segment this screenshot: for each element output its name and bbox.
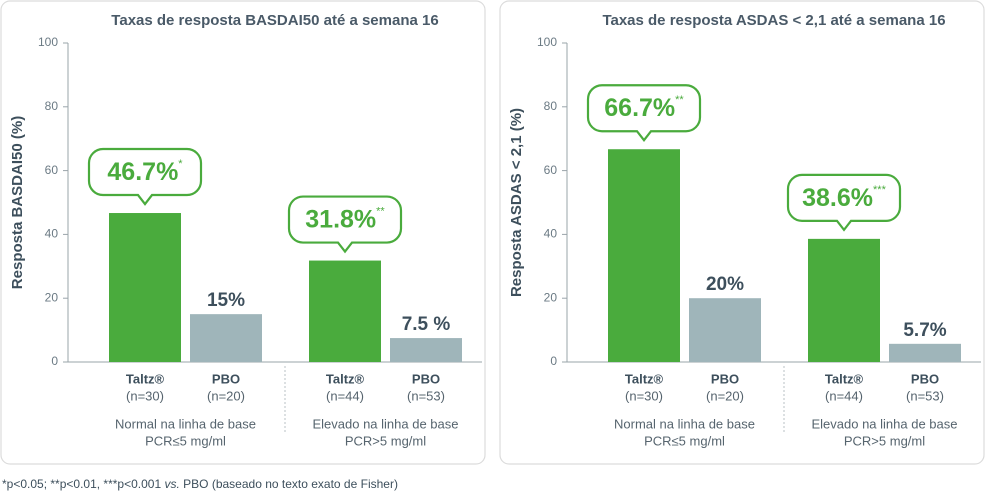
n-label: (n=53)	[407, 388, 445, 403]
callout-box	[586, 84, 702, 143]
group-label: Elevado na linha de base	[811, 416, 957, 431]
bar	[190, 314, 262, 362]
y-tick-label: 100	[38, 35, 58, 49]
y-tick-label: 0	[550, 354, 557, 368]
bar	[390, 338, 462, 362]
panel	[499, 0, 985, 465]
y-tick-label: 40	[544, 227, 558, 241]
y-tick-label: 60	[45, 163, 59, 177]
bar	[808, 238, 880, 362]
group-label: PCR>5 mg/ml	[844, 433, 925, 448]
series-label: Taltz®	[126, 371, 165, 386]
series-label: Taltz®	[825, 371, 864, 386]
significance: ***	[873, 184, 887, 196]
n-label: (n=44)	[825, 388, 863, 403]
n-label: (n=30)	[126, 388, 164, 403]
chart-title: Taxas de resposta ASDAS < 2,1 até a sema…	[602, 12, 945, 29]
series-label: PBO	[711, 371, 739, 386]
value-text: 46.7%	[107, 158, 178, 186]
value-text: 66.7%	[604, 94, 675, 122]
value-label: 38.6%***	[802, 183, 886, 211]
y-axis-label: Resposta ASDAS < 2,1 (%)	[508, 108, 525, 297]
value-label: 5.7%	[903, 320, 946, 341]
significance: *	[178, 158, 183, 170]
y-tick-label: 20	[544, 290, 558, 304]
y-tick-label: 80	[544, 99, 558, 113]
value-text: 38.6%	[802, 183, 873, 211]
n-label: (n=30)	[625, 388, 663, 403]
callout-box	[287, 195, 403, 254]
group-label: Normal na linha de base	[115, 416, 256, 431]
chart-title: Taxas de resposta BASDAI50 até a semana …	[111, 12, 438, 29]
group-label: Normal na linha de base	[614, 416, 755, 431]
callout-box	[87, 147, 203, 206]
n-label: (n=20)	[706, 388, 744, 403]
significance: **	[675, 94, 684, 106]
y-tick-label: 80	[45, 99, 59, 113]
y-tick-label: 100	[537, 35, 557, 49]
value-label: 31.8%**	[305, 205, 385, 233]
series-label: Taltz®	[326, 371, 365, 386]
footnote: *p<0.05; **p<0.01, ***p<0.001 vs. PBO (b…	[2, 477, 398, 491]
callout-box	[786, 173, 902, 232]
group-label: PCR≤5 mg/ml	[145, 433, 226, 448]
y-tick-label: 20	[45, 290, 59, 304]
y-tick-label: 0	[51, 354, 58, 368]
series-label: PBO	[911, 371, 939, 386]
n-label: (n=53)	[906, 388, 944, 403]
value-label: 15%	[207, 290, 245, 311]
bar	[608, 149, 680, 362]
group-label: Elevado na linha de base	[312, 416, 458, 431]
footnote-part: vs.	[164, 477, 179, 491]
bar	[889, 343, 961, 362]
value-label: 7.5 %	[402, 314, 451, 335]
bar	[689, 298, 761, 362]
series-label: Taltz®	[625, 371, 664, 386]
footnote-part: PBO (baseado no texto exato de Fisher)	[180, 477, 398, 491]
significance: **	[376, 205, 385, 217]
y-axis-label: Resposta BASDAI50 (%)	[9, 116, 26, 289]
panel	[0, 0, 486, 465]
value-label: 66.7%**	[604, 94, 684, 122]
n-label: (n=20)	[207, 388, 245, 403]
group-label: PCR≤5 mg/ml	[644, 433, 725, 448]
series-label: PBO	[412, 371, 440, 386]
footnote-part: *p<0.05; **p<0.01, ***p<0.001	[2, 477, 164, 491]
value-text: 31.8%	[305, 205, 376, 233]
series-label: PBO	[212, 371, 240, 386]
value-label: 20%	[706, 274, 744, 295]
y-tick-label: 60	[544, 163, 558, 177]
bar	[109, 213, 181, 362]
group-label: PCR>5 mg/ml	[345, 433, 426, 448]
bar	[309, 260, 381, 362]
value-label: 46.7%*	[107, 158, 183, 186]
y-tick-label: 40	[45, 227, 59, 241]
n-label: (n=44)	[326, 388, 364, 403]
